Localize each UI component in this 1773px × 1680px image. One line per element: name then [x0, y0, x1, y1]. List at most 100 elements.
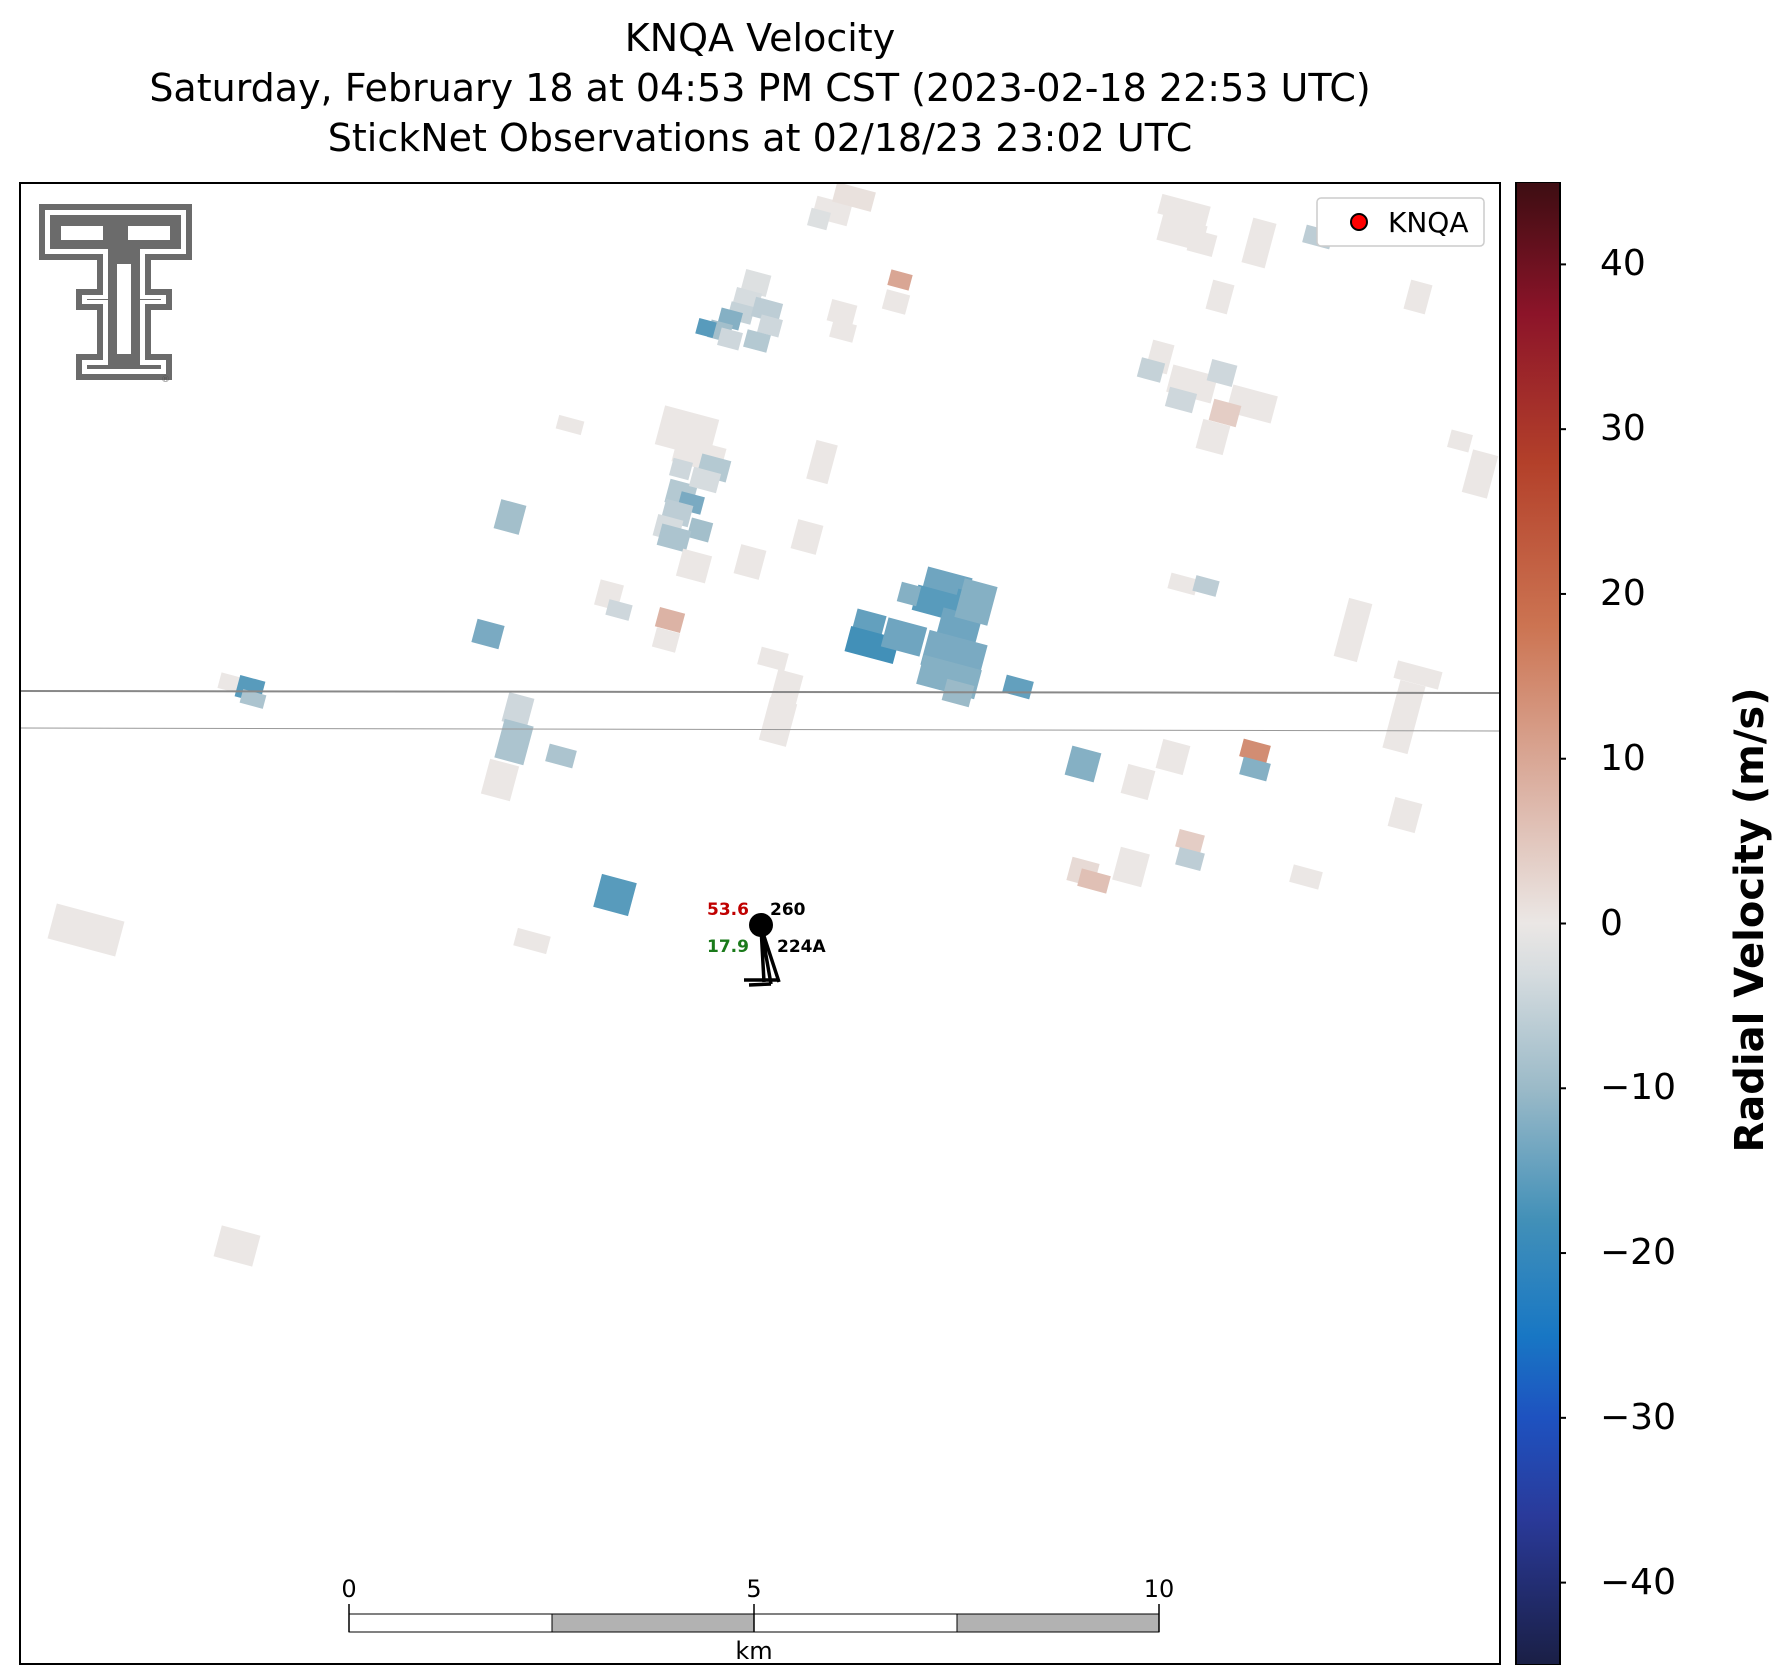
- radar-gate: [1112, 846, 1150, 888]
- radar-gate: [1461, 449, 1499, 499]
- radar-gate: [1393, 660, 1443, 690]
- station-marker: [749, 913, 773, 937]
- station-pressure: 260: [770, 900, 806, 920]
- radar-gate: [1175, 846, 1205, 872]
- radar-gate: [1403, 279, 1433, 315]
- station-dewpoint: 17.9: [707, 937, 749, 957]
- radar-gate: [1192, 575, 1220, 597]
- radar-gate: [555, 414, 585, 436]
- radar-gate: [1333, 597, 1373, 663]
- state-boundary-line: [19, 690, 1501, 694]
- radar-gate: [1064, 745, 1102, 783]
- colorbar-tick-label: 10: [1600, 737, 1646, 779]
- radar-gate: [880, 617, 928, 657]
- colorbar-tick-label: 40: [1600, 243, 1646, 285]
- radar-gate: [757, 646, 789, 672]
- radar-gate: [654, 606, 686, 634]
- radar-gate: [733, 544, 767, 580]
- colorbar: [1515, 182, 1566, 1665]
- radar-gate: [1186, 229, 1218, 257]
- radar-gate: [239, 689, 267, 709]
- scalebar-label-10: 10: [1144, 1575, 1175, 1603]
- colorbar-title: Radial Velocity (m/s): [1727, 687, 1773, 1153]
- radar-gate: [695, 317, 717, 339]
- sticknet-station-plot: 53.6 260 17.9 224A: [707, 900, 826, 987]
- radar-gate: [471, 618, 505, 650]
- map-frame: [19, 182, 1501, 1665]
- radar-gate: [656, 523, 692, 553]
- radar-gate: [770, 669, 804, 705]
- radar-gate: [1175, 828, 1205, 854]
- radar-gate: [593, 873, 637, 917]
- colorbar-tick-label: −20: [1600, 1232, 1676, 1274]
- scalebar-label-5: 5: [746, 1575, 761, 1603]
- radar-gate: [1447, 429, 1473, 453]
- radar-gate: [494, 718, 534, 766]
- radar-gate: [757, 314, 783, 338]
- county-boundary-line: [19, 727, 1501, 732]
- colorbar-tick-label: 0: [1600, 902, 1623, 944]
- radar-gate: [1164, 386, 1198, 414]
- radar-gate: [740, 269, 772, 297]
- radar-gate: [807, 207, 831, 231]
- svg-text:®: ®: [161, 375, 170, 385]
- colorbar-tick-label: 30: [1600, 408, 1646, 450]
- colorbar-tick-label: 20: [1600, 572, 1646, 614]
- legend: KNQA: [1316, 197, 1485, 247]
- radar-gate: [1206, 359, 1238, 387]
- radar-gate: [887, 269, 913, 291]
- radar-gate: [513, 927, 551, 955]
- colorbar-tick-label: −10: [1600, 1067, 1676, 1109]
- legend-marker-radar-site: [1350, 213, 1368, 231]
- radar-map-plot[interactable]: ® KNQA 53.6 260 17.9 224A 0 5 10 km: [19, 182, 1501, 1665]
- radar-gate: [1157, 193, 1211, 227]
- radar-gate: [675, 548, 713, 584]
- radar-gate: [493, 499, 527, 535]
- radar-gate: [1077, 868, 1111, 894]
- radar-gate: [717, 327, 743, 351]
- radar-gate: [545, 743, 577, 769]
- radar-gate: [829, 319, 857, 343]
- radar-gate: [1241, 217, 1277, 269]
- radar-gate: [1195, 418, 1231, 456]
- radar-gate: [1120, 763, 1156, 801]
- radar-gate: [806, 439, 838, 485]
- radar-gate: [1208, 398, 1242, 428]
- radar-gate: [881, 289, 911, 315]
- radar-gate: [605, 599, 633, 621]
- scalebar-unit: km: [735, 1637, 772, 1665]
- radar-gate: [47, 903, 125, 957]
- radar-gate: [1239, 738, 1271, 764]
- radar-gate: [1239, 756, 1271, 782]
- radar-gate: [501, 692, 535, 728]
- radar-gate: [758, 697, 798, 747]
- chart-title-line2: Saturday, February 18 at 04:53 PM CST (2…: [149, 66, 1371, 110]
- radar-gate: [1205, 279, 1235, 315]
- radar-gate: [750, 296, 784, 324]
- colorbar-tick-label: −40: [1600, 1561, 1676, 1603]
- radar-gate: [1382, 679, 1426, 755]
- radar-gate: [790, 519, 824, 555]
- radar-gate: [896, 581, 922, 607]
- legend-label: KNQA: [1388, 206, 1469, 239]
- radar-gate: [1289, 864, 1323, 890]
- texas-tech-double-t-logo: ®: [39, 204, 192, 385]
- radar-gate: [1136, 357, 1166, 383]
- wind-barb-icon: [744, 926, 781, 987]
- station-temperature: 53.6: [707, 900, 749, 920]
- station-id: 224A: [777, 937, 826, 957]
- radar-gate: [743, 329, 771, 353]
- scale-bar: 0 5 10 km: [341, 1575, 1174, 1665]
- radar-gate: [686, 517, 714, 543]
- chart-title-line1: KNQA Velocity: [624, 16, 896, 60]
- radar-gate: [669, 457, 693, 481]
- radar-velocity-field: [47, 182, 1499, 1267]
- radar-gate: [651, 627, 681, 653]
- radar-gate: [1387, 796, 1423, 834]
- radar-gate: [213, 1225, 261, 1267]
- radar-gate: [1155, 738, 1191, 776]
- scalebar-label-0: 0: [341, 1575, 356, 1603]
- radar-gate: [1167, 572, 1199, 596]
- radar-gate: [480, 758, 520, 802]
- radar-gate: [954, 578, 998, 626]
